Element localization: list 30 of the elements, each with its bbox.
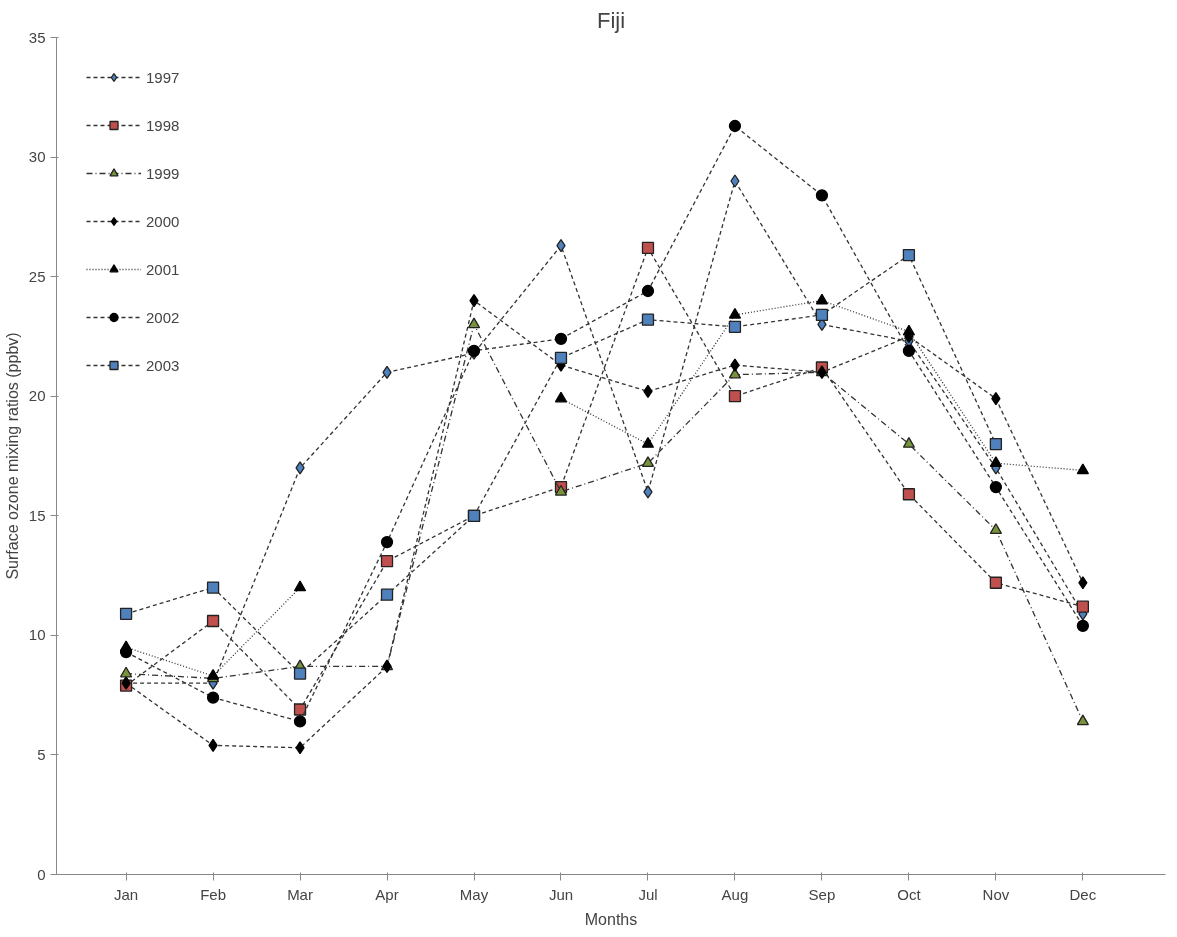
y-axis-title: Surface ozone mixing ratios (ppbv) [3, 332, 21, 580]
legend-label: 1999 [146, 164, 180, 182]
legend-label: 2000 [146, 212, 180, 230]
legend-label: 2001 [146, 260, 180, 278]
y-tick-label: 15 [28, 506, 46, 524]
y-tick-label: 0 [37, 865, 46, 883]
x-tick-label: Aug [721, 885, 749, 903]
x-axis-title: Months [584, 910, 638, 928]
x-tick-label: Sep [808, 885, 836, 903]
x-tick-label: May [459, 885, 489, 903]
x-tick-label: Jun [548, 885, 574, 903]
legend-label: 2002 [146, 308, 180, 326]
x-tick-label: Apr [375, 885, 399, 903]
y-tick-label: 30 [28, 148, 46, 166]
y-tick-label: 25 [28, 267, 46, 285]
legend-label: 1997 [146, 68, 180, 86]
x-tick-label: Oct [897, 885, 922, 903]
x-tick-label: Mar [287, 885, 313, 903]
x-tick-label: Feb [200, 885, 226, 903]
y-tick-label: 5 [37, 745, 46, 763]
chart-title: Fiji [596, 7, 626, 33]
y-tick-label: 35 [28, 28, 46, 46]
x-tick-label: Dec [1069, 885, 1097, 903]
y-tick-label: 20 [28, 387, 46, 405]
y-tick-label: 10 [28, 626, 46, 644]
x-tick-label: Jan [113, 885, 139, 903]
x-tick-label: Nov [982, 885, 1010, 903]
legend-label: 2003 [146, 356, 180, 374]
legend-label: 1998 [146, 116, 180, 134]
x-tick-label: Jul [638, 885, 658, 903]
